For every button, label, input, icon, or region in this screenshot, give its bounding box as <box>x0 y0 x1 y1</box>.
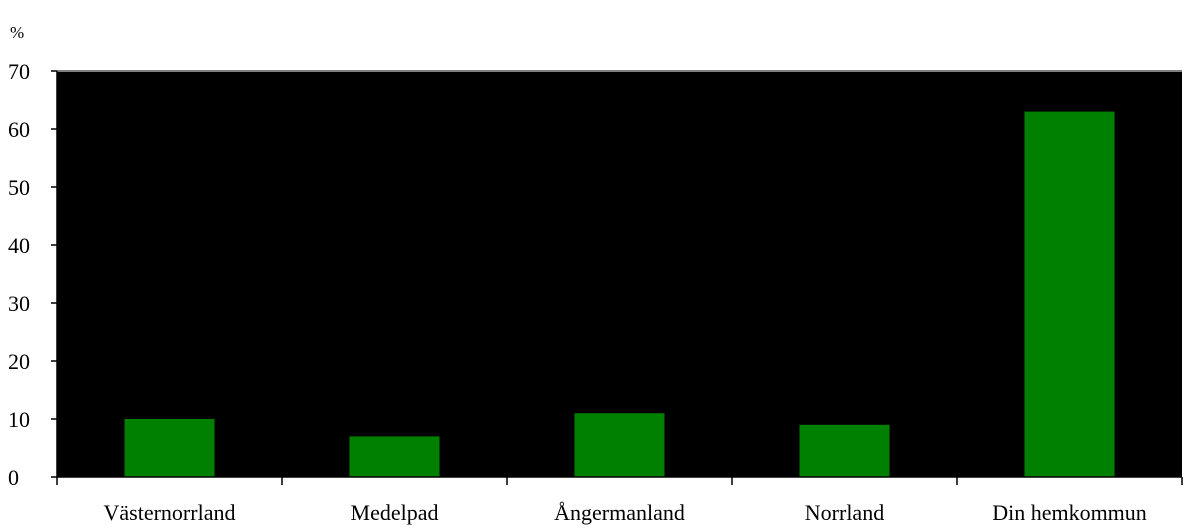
x-tick-label: Ångermanland <box>554 500 685 525</box>
y-tick-label: 40 <box>8 233 30 258</box>
y-unit-label: % <box>10 23 24 42</box>
y-tick-label: 0 <box>8 465 19 490</box>
bar <box>574 413 665 477</box>
y-tick-label: 70 <box>8 59 30 84</box>
bar <box>349 436 440 477</box>
y-tick-label: 30 <box>8 291 30 316</box>
bar <box>124 419 215 477</box>
x-tick-label: Norrland <box>805 500 884 525</box>
x-tick-label: Medelpad <box>351 500 439 525</box>
bar <box>1024 111 1115 477</box>
y-tick-label: 20 <box>8 349 30 374</box>
y-tick-label: 10 <box>8 407 30 432</box>
bar <box>799 424 890 477</box>
y-tick-label: 50 <box>8 175 30 200</box>
plot-area <box>57 71 1182 477</box>
x-tick-label: Din hemkommun <box>992 500 1147 525</box>
y-tick-label: 60 <box>8 117 30 142</box>
x-tick-label: Västernorrland <box>104 500 236 525</box>
